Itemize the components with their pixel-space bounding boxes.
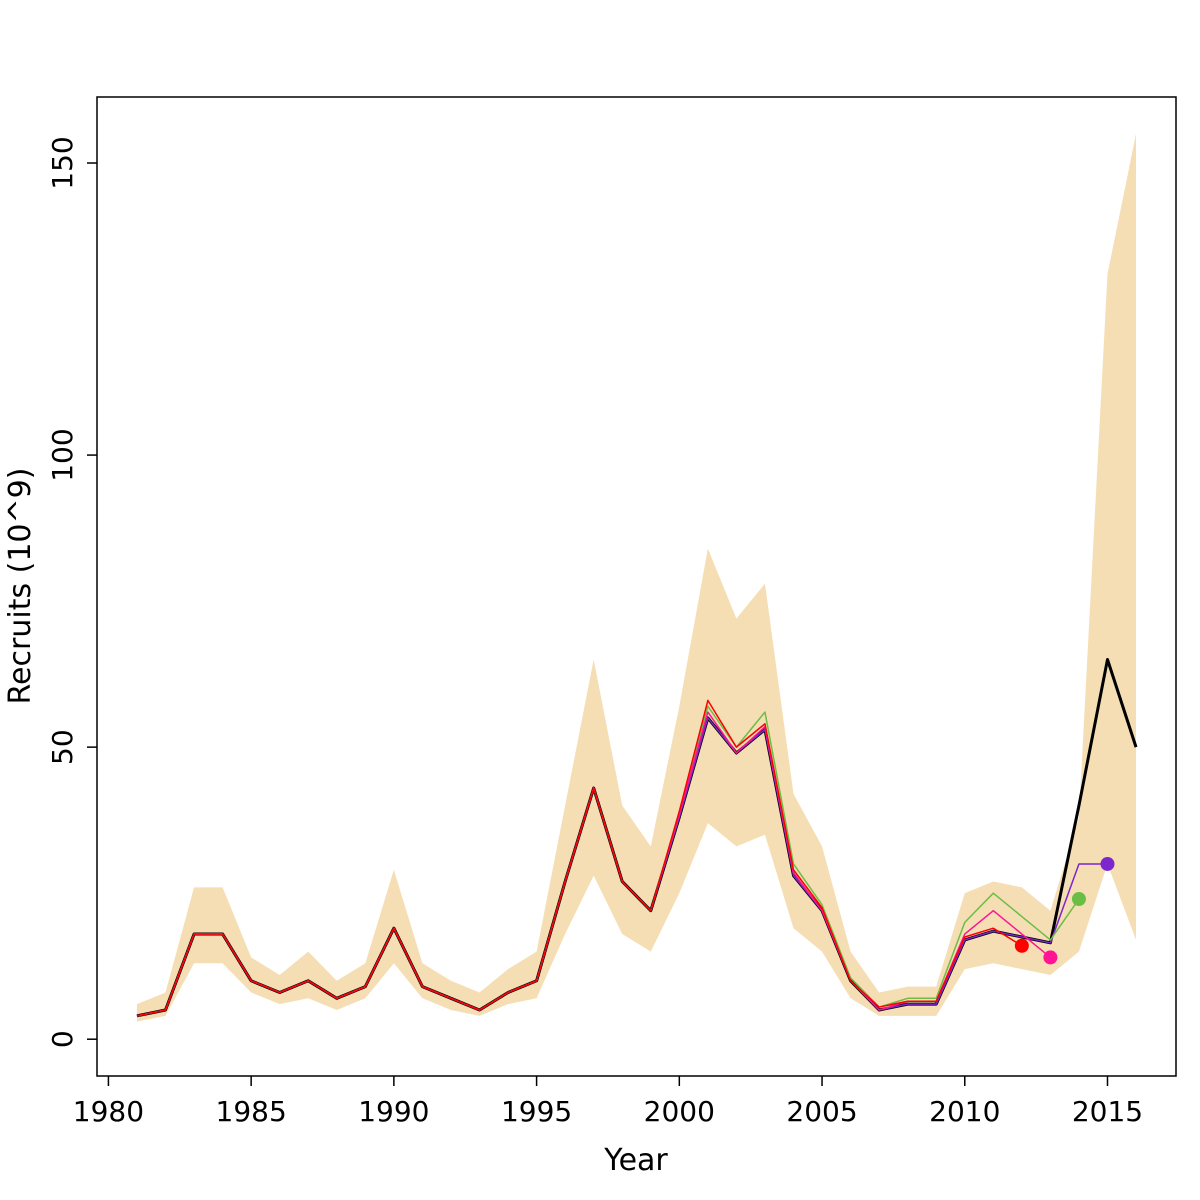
end-dot-retro-peel-2014 [1071,892,1086,907]
y-axis-title: Recruits (10^9) [3,468,38,705]
x-tick-label: 1980 [73,1095,144,1128]
end-dot-retro-peel-2012 [1014,938,1029,953]
x-tick-label: 2005 [786,1095,857,1128]
x-tick-label: 2000 [644,1095,715,1128]
end-dot-retro-peel-2015 [1100,856,1115,871]
x-tick-label: 1995 [501,1095,572,1128]
series-line-retro-peel-2012 [136,699,1023,1017]
x-axis-title: Year [603,1143,668,1178]
y-tick-label: 50 [46,729,79,765]
y-tick-label: 150 [46,136,79,189]
y-tick-label: 100 [46,428,79,481]
plot-frame [96,96,1177,1077]
x-tick-label: 1990 [358,1095,429,1128]
x-tick-label: 1985 [216,1095,287,1128]
x-tick-label: 2015 [1072,1095,1143,1128]
end-dot-retro-peel-2013 [1043,950,1058,965]
confidence-band [136,133,1137,1022]
y-tick-label: 0 [46,1030,79,1048]
x-tick-label: 2010 [929,1095,1000,1128]
chart-plot-area: 1980 1985 1990 1995 2000 2005 2010 2015 0 50 100 15… [46,96,1177,1128]
